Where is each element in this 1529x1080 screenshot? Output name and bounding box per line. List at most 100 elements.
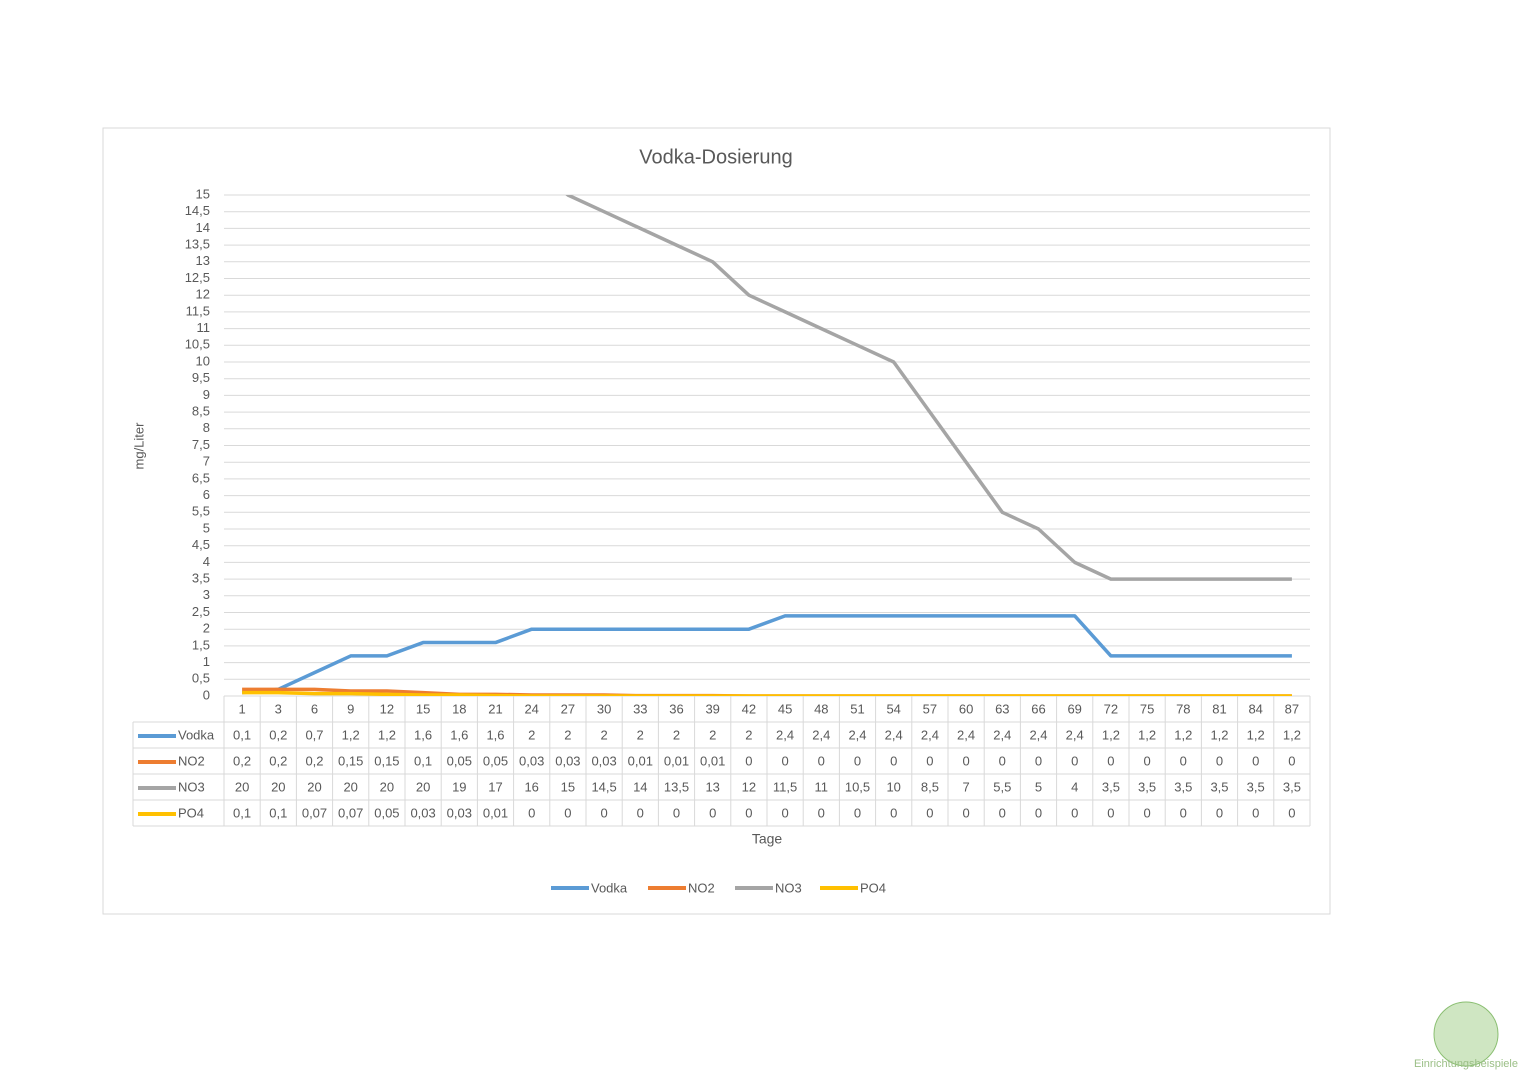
y-tick-label: 10,5 xyxy=(185,337,210,352)
table-cell: 1,6 xyxy=(450,727,468,742)
table-cell: 2,4 xyxy=(993,727,1011,742)
x-tick-label: 36 xyxy=(669,701,683,716)
table-cell: 0 xyxy=(709,805,716,820)
table-cell: 0 xyxy=(926,805,933,820)
table-cell: 0,2 xyxy=(269,753,287,768)
table-cell: 0 xyxy=(673,805,680,820)
table-cell: 2,4 xyxy=(776,727,794,742)
table-cell: 3,5 xyxy=(1174,779,1192,794)
table-cell: 0 xyxy=(564,805,571,820)
series-line xyxy=(565,195,1292,581)
table-cell: 0 xyxy=(1180,805,1187,820)
table-cell: 0 xyxy=(854,753,861,768)
table-cell: 0,05 xyxy=(374,805,399,820)
table-cell: 2 xyxy=(709,727,716,742)
y-tick-label: 0 xyxy=(203,687,210,702)
table-cell: 0,7 xyxy=(305,727,323,742)
table-cell: 0 xyxy=(854,805,861,820)
table-cell: 0,2 xyxy=(269,727,287,742)
y-tick-label: 2,5 xyxy=(192,604,210,619)
table-cell: 2,4 xyxy=(921,727,939,742)
table-cell: 0,01 xyxy=(700,753,725,768)
table-cell: 8,5 xyxy=(921,779,939,794)
y-tick-label: 7,5 xyxy=(192,437,210,452)
x-tick-label: 6 xyxy=(311,701,318,716)
y-tick-label: 15 xyxy=(196,186,210,201)
table-cell: 0 xyxy=(781,753,788,768)
table-cell: 0 xyxy=(1071,753,1078,768)
table-cell: 0 xyxy=(999,805,1006,820)
table-cell: 1,2 xyxy=(378,727,396,742)
table-cell: 0,03 xyxy=(447,805,472,820)
table-cell: 2 xyxy=(637,727,644,742)
table-cell: 7 xyxy=(962,779,969,794)
legend-label: NO3 xyxy=(775,880,802,895)
table-cell: 1,2 xyxy=(1174,727,1192,742)
table-cell: 0 xyxy=(1143,753,1150,768)
table-cell: 0 xyxy=(600,805,607,820)
table-cell: 14 xyxy=(633,779,647,794)
x-tick-label: 84 xyxy=(1248,701,1262,716)
x-tick-label: 57 xyxy=(923,701,937,716)
table-cell: 0,07 xyxy=(338,805,363,820)
table-cell: 3,5 xyxy=(1247,779,1265,794)
table-cell: 0,15 xyxy=(374,753,399,768)
x-tick-label: 24 xyxy=(524,701,538,716)
series-line xyxy=(242,687,1292,696)
x-tick-label: 45 xyxy=(778,701,792,716)
x-tick-label: 12 xyxy=(380,701,394,716)
y-tick-label: 5,5 xyxy=(192,504,210,519)
x-tick-label: 87 xyxy=(1285,701,1299,716)
table-cell: 17 xyxy=(488,779,502,794)
legend-label: PO4 xyxy=(860,880,886,895)
y-tick-label: 14,5 xyxy=(185,203,210,218)
y-tick-label: 0,5 xyxy=(192,671,210,686)
table-cell: 0,2 xyxy=(305,753,323,768)
table-cell: 0 xyxy=(1252,805,1259,820)
y-tick-label: 11 xyxy=(197,320,211,335)
table-cell: 0 xyxy=(637,805,644,820)
x-tick-label: 9 xyxy=(347,701,354,716)
table-cell: 2,4 xyxy=(812,727,830,742)
y-axis-label: mg/Liter xyxy=(131,422,146,470)
table-cell: 0 xyxy=(1071,805,1078,820)
x-tick-label: 21 xyxy=(488,701,502,716)
table-cell: 0 xyxy=(781,805,788,820)
table-cell: 2,4 xyxy=(957,727,975,742)
table-cell: 19 xyxy=(452,779,466,794)
table-cell: 2,4 xyxy=(885,727,903,742)
y-tick-label: 8,5 xyxy=(192,404,210,419)
x-tick-label: 3 xyxy=(275,701,282,716)
table-cell: 0 xyxy=(818,805,825,820)
x-tick-label: 81 xyxy=(1212,701,1226,716)
table-cell: 0 xyxy=(745,753,752,768)
x-tick-label: 18 xyxy=(452,701,466,716)
table-cell: 0 xyxy=(745,805,752,820)
table-cell: 15 xyxy=(561,779,575,794)
table-cell: 5 xyxy=(1035,779,1042,794)
y-tick-label: 14 xyxy=(196,220,210,235)
table-series-name: Vodka xyxy=(178,727,215,742)
table-cell: 1,2 xyxy=(1210,727,1228,742)
table-cell: 14,5 xyxy=(591,779,616,794)
x-tick-label: 15 xyxy=(416,701,430,716)
table-cell: 10 xyxy=(886,779,900,794)
y-tick-label: 2 xyxy=(203,621,210,636)
table-cell: 1,2 xyxy=(342,727,360,742)
y-tick-label: 5 xyxy=(203,520,210,535)
table-cell: 1,6 xyxy=(414,727,432,742)
y-tick-label: 7 xyxy=(203,454,210,469)
table-cell: 0,01 xyxy=(664,753,689,768)
x-tick-label: 75 xyxy=(1140,701,1154,716)
legend-label: Vodka xyxy=(591,880,628,895)
y-tick-label: 4,5 xyxy=(192,537,210,552)
x-tick-label: 72 xyxy=(1104,701,1118,716)
table-cell: 0,05 xyxy=(447,753,472,768)
table-cell: 11 xyxy=(815,779,829,794)
table-cell: 2 xyxy=(564,727,571,742)
table-cell: 2,4 xyxy=(848,727,866,742)
table-cell: 0,03 xyxy=(591,753,616,768)
table-cell: 0 xyxy=(962,753,969,768)
